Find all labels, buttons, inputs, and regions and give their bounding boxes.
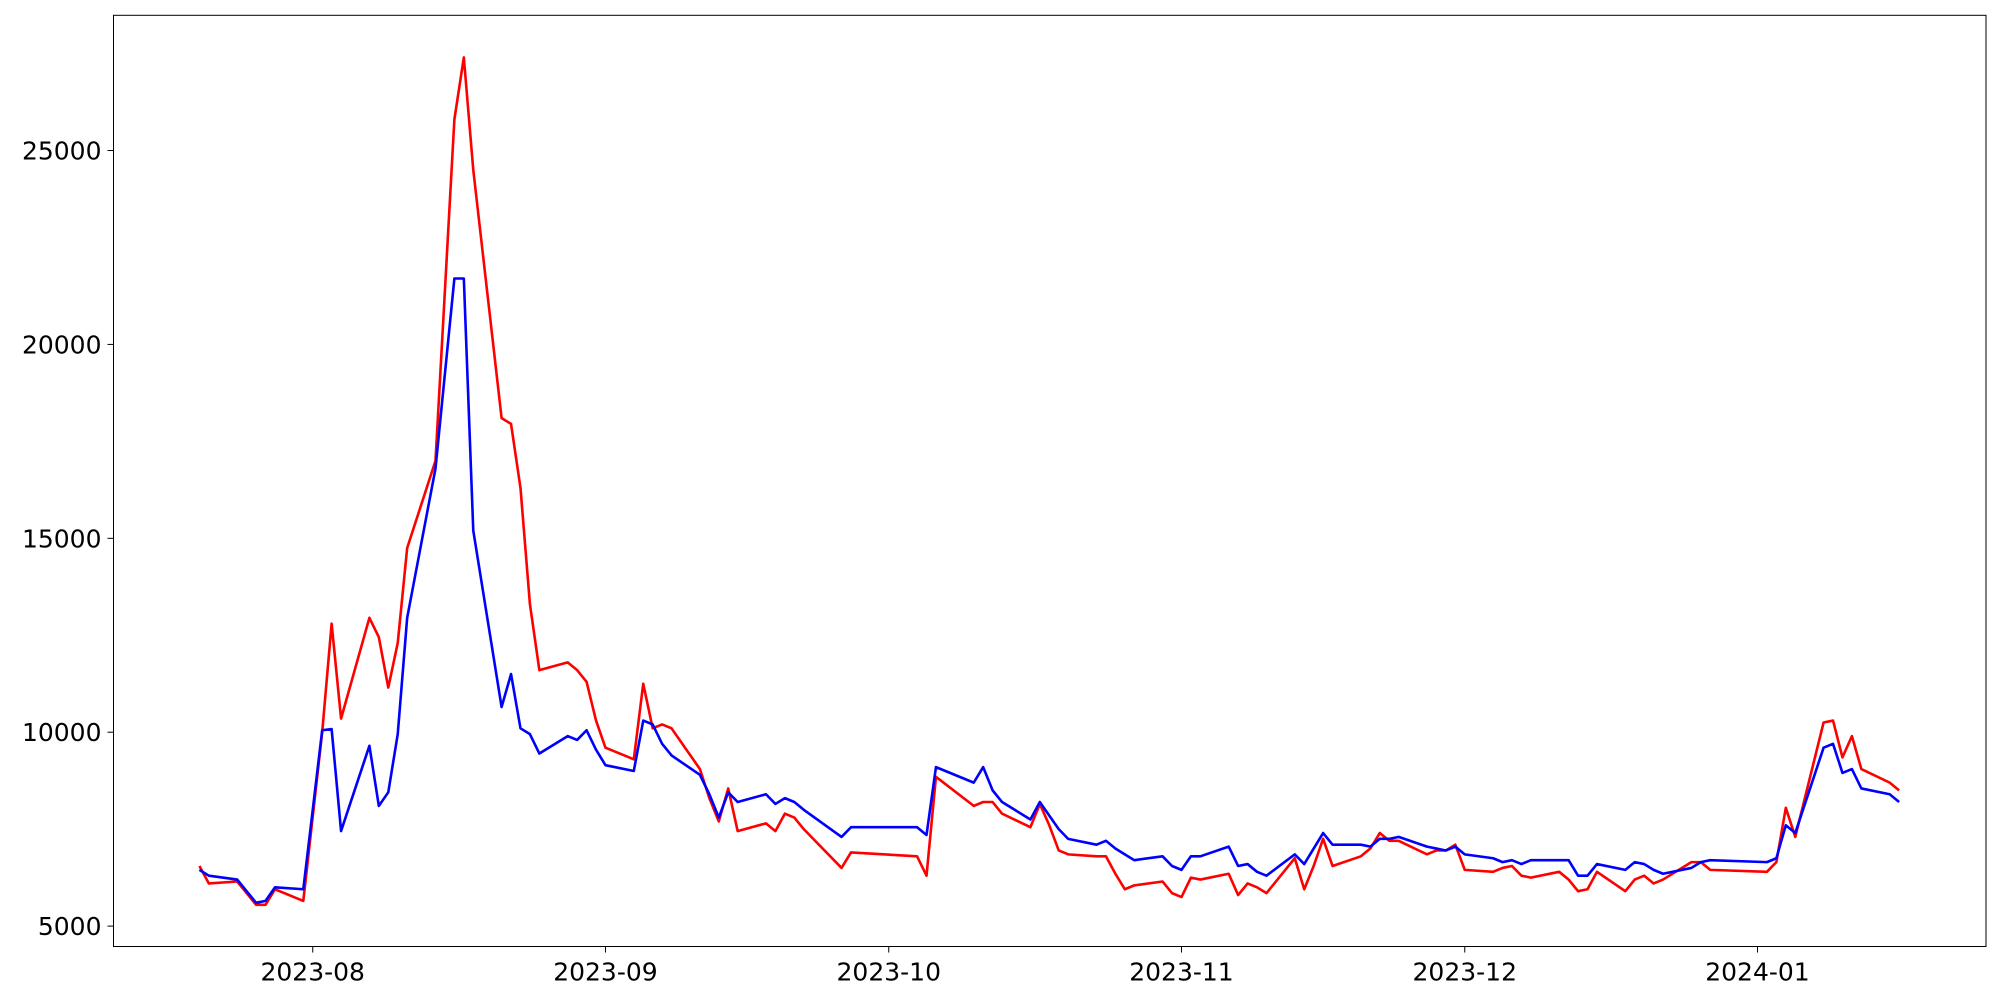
y-tick-label: 5000 [38, 912, 102, 941]
line-series [198, 277, 1900, 905]
line-series [198, 56, 1900, 907]
x-tick-label: 2023-08 [261, 958, 365, 987]
x-tick-label: 2023-09 [553, 958, 657, 987]
x-tick-label: 2023-11 [1129, 958, 1233, 987]
y-tick-label: 20000 [22, 330, 102, 359]
plot-frame [113, 14, 1987, 948]
y-tick-label: 15000 [22, 524, 102, 553]
x-tick-label: 2023-10 [837, 958, 941, 987]
x-tick-label: 2023-12 [1413, 958, 1517, 987]
y-tick-label: 25000 [22, 137, 102, 166]
x-tick-label: 2024-01 [1705, 958, 1809, 987]
y-tick-label: 10000 [22, 718, 102, 747]
